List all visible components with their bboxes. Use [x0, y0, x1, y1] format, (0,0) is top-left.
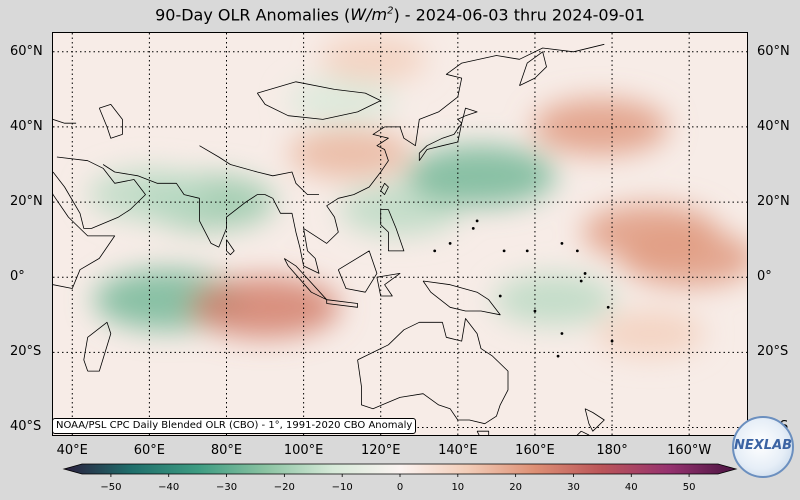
- lat-label: 20°S: [757, 344, 789, 360]
- lat-label: 20°S: [10, 344, 42, 360]
- colorbar-tick-label: −20: [273, 482, 295, 493]
- lat-label: 0°: [757, 269, 772, 285]
- logo-text: NEXLAB: [734, 438, 793, 453]
- island-dot: [575, 249, 579, 253]
- anomaly-west-pacific-30n: [405, 145, 556, 207]
- lon-label: 60°E: [133, 443, 166, 458]
- anomaly-north-central-asia: [319, 36, 428, 83]
- colorbar-body: [62, 463, 738, 475]
- lat-label: 40°S: [10, 419, 42, 435]
- anomaly-east-asia-mid: [288, 127, 411, 179]
- coastline-indochina: [272, 43, 605, 274]
- lon-label: 40°E: [56, 443, 88, 458]
- lon-label: 180°: [596, 443, 628, 458]
- coastline-iran-pakistan-coast: [102, 164, 200, 199]
- island-dot: [502, 249, 506, 253]
- island-dot: [448, 241, 452, 245]
- anomaly-japan-east-pacific: [532, 98, 669, 155]
- colorbar-tick-label: 50: [682, 482, 696, 493]
- anomaly-arabian-sea-north: [88, 169, 211, 221]
- lon-label: 100°E: [283, 443, 324, 458]
- coastline-taiwan: [380, 182, 389, 195]
- coastline-madagascar: [83, 321, 112, 372]
- coastline-new-zealand-south: [576, 430, 590, 435]
- island-dot: [433, 249, 437, 253]
- coastline-mongolia-border: [256, 81, 382, 120]
- coastlines: [53, 43, 614, 435]
- coastline-sumatra: [283, 258, 328, 301]
- lon-label: 160°W: [667, 443, 712, 458]
- island-dot: [533, 309, 537, 313]
- lon-label: 140°E: [438, 443, 478, 458]
- title-unit: W/m2: [350, 5, 394, 25]
- coastline-sri-lanka: [226, 239, 235, 256]
- lon-label: 120°E: [360, 443, 401, 458]
- nexlab-logo[interactable]: NEXLAB: [732, 416, 794, 478]
- island-dot: [560, 332, 564, 335]
- colorbar-tick-label: −40: [158, 482, 180, 493]
- anomaly-equatorial-central-pacific: [621, 230, 747, 287]
- lat-label: 20°N: [757, 194, 790, 210]
- lon-label: 80°E: [210, 443, 243, 458]
- anomaly-map: [53, 33, 747, 435]
- coastline-java: [326, 299, 358, 308]
- coastline-caspian-sea: [98, 104, 123, 139]
- island-dot: [525, 249, 529, 253]
- colorbar-tick-label: 0: [396, 482, 404, 493]
- coastline-new-guinea: [422, 280, 501, 316]
- colorbar-tick-label: 30: [567, 482, 580, 493]
- colorbar-tick-label: −50: [100, 482, 122, 493]
- island-dot: [606, 305, 610, 309]
- colorbar-tick-label: 40: [624, 482, 638, 493]
- lat-label: 0°: [10, 269, 25, 285]
- colorbar: [62, 463, 738, 477]
- colorbar-tick-label: −10: [331, 482, 353, 493]
- lat-label: 40°N: [757, 118, 790, 134]
- map-panel: [52, 32, 748, 436]
- coastline-tasmania: [476, 430, 490, 435]
- lat-label: 60°N: [10, 43, 43, 59]
- source-note: NOAA/PSL CPC Daily Blended OLR (CBO) - 1…: [52, 418, 417, 434]
- coastline-kamchatka: [519, 51, 547, 86]
- lat-label: 20°N: [10, 194, 43, 210]
- lat-label: 40°N: [10, 118, 43, 134]
- lat-label: 60°N: [757, 43, 790, 59]
- coastline-arabian-peninsula: [53, 156, 146, 229]
- anomaly-eastern-indian-ocean: [190, 276, 341, 338]
- colorbar-tick-label: 20: [509, 482, 522, 493]
- island-dot: [475, 219, 479, 223]
- coastline-japan: [418, 107, 478, 161]
- coastline-new-zealand-north: [584, 408, 605, 432]
- anomaly-pacific-south-band: [493, 274, 616, 326]
- title-prefix: 90-Day OLR Anomalies (: [155, 5, 351, 25]
- chart-title: 90-Day OLR Anomalies (W/m2) - 2024-06-03…: [0, 0, 800, 24]
- island-dot: [498, 294, 502, 298]
- island-dot: [583, 272, 587, 275]
- island-dot: [560, 241, 564, 245]
- anomaly-east-asia-north: [288, 77, 397, 124]
- anomaly-field: [88, 36, 747, 357]
- lon-label: 160°E: [515, 443, 555, 458]
- coastline-borneo: [337, 250, 378, 293]
- island-dot: [556, 354, 560, 358]
- colorbar-tick-label: −30: [215, 482, 238, 493]
- coastline-australia: [357, 318, 509, 425]
- title-suffix: ) - 2024-06-03 thru 2024-09-01: [393, 5, 645, 25]
- coastline-africa-east-coast: [53, 193, 116, 289]
- anomaly-south-pacific-20s: [596, 310, 705, 357]
- island-dot: [579, 279, 583, 283]
- coastline-philippines: [380, 209, 405, 252]
- island-dot: [471, 226, 475, 230]
- coastline-sulawesi: [376, 273, 401, 297]
- colorbar-tick-label: 10: [451, 482, 465, 493]
